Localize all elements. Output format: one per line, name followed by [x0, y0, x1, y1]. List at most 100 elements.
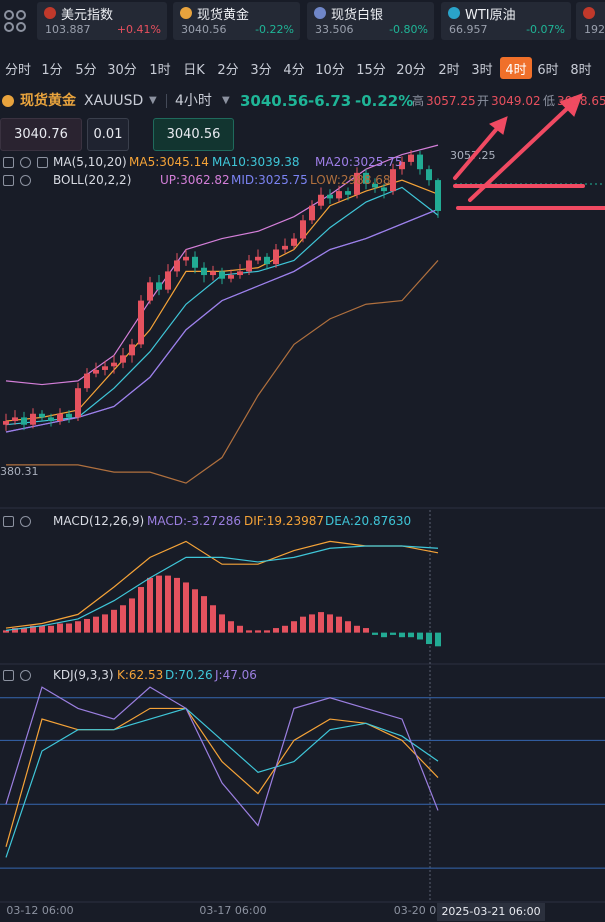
candle-body [372, 183, 378, 188]
macd-bar [417, 632, 423, 640]
period[interactable]: 4小时 [175, 93, 212, 109]
indicator-line [5, 707, 439, 858]
macd-bar [309, 614, 315, 633]
x-tick-label: 03-12 06:00 [6, 904, 73, 917]
timeframe-tab[interactable]: 30分 [107, 63, 137, 78]
grid-icon [4, 10, 26, 32]
legend-icon[interactable] [3, 157, 14, 168]
macd-bar [291, 621, 297, 633]
macd-bar [363, 628, 369, 633]
x-tick-label: 03-17 06:00 [199, 904, 266, 917]
symbol-name[interactable]: 现货黄金 [20, 93, 76, 109]
macd-bar [255, 630, 261, 633]
candle-body [255, 256, 261, 261]
buy-button[interactable]: 3040.56 [153, 118, 234, 151]
low-label: 低 [543, 94, 556, 108]
timeframe-tab[interactable]: 1时 [149, 63, 171, 78]
macd-bar [426, 632, 432, 645]
candle-body [165, 271, 171, 290]
timeframe-tab[interactable]: 3时 [471, 63, 493, 78]
macd-bar [93, 616, 99, 633]
change: -6.73 [308, 92, 352, 110]
legend-icon[interactable] [3, 516, 14, 527]
candle-body [147, 282, 153, 301]
indicator-value: MID:3025.75 [231, 173, 308, 187]
candle-body [30, 413, 36, 425]
macd-bar [381, 632, 387, 638]
timeframe-tab[interactable]: 6时 [537, 63, 559, 78]
candle-body [399, 161, 405, 170]
indicator-value: MACD:-3.27286 [147, 514, 241, 528]
candle-body [390, 169, 396, 192]
annotation-arrows [453, 93, 605, 210]
indicator-value: UP:3062.82 [160, 173, 230, 187]
dropdown-caret[interactable]: ▼ [149, 95, 157, 106]
ticker-card[interactable]: 现货白银 33.506 -0.80% [307, 2, 434, 40]
ticker-name: 现货白银 [331, 8, 384, 23]
legend-icon[interactable] [37, 157, 48, 168]
timeframe-tab[interactable]: 15分 [356, 63, 386, 78]
menu-icon[interactable] [2, 8, 28, 38]
timeframe-tab[interactable]: 2时 [438, 63, 460, 78]
timeframe-tab[interactable]: 8时 [570, 63, 592, 78]
ticker-card[interactable]: WTI原油 66.957 -0.07% [441, 2, 571, 40]
indicator-value: DEA:20.87630 [325, 514, 412, 528]
candle-body [156, 282, 162, 290]
candle-body [57, 413, 63, 422]
candle-body [219, 271, 225, 279]
active-tab [500, 57, 532, 79]
candle-body [228, 275, 234, 279]
legend-icon[interactable] [3, 670, 14, 681]
ticker-card[interactable]: 192 [576, 2, 605, 40]
candle-body [210, 271, 216, 276]
legend-icon[interactable] [20, 175, 31, 186]
timeframe-tab[interactable]: 20分 [396, 63, 426, 78]
indicator-value: MA5:3045.14 [129, 155, 209, 169]
indicator-label: BOLL(20,2,2) [53, 173, 132, 187]
ticker-card[interactable]: 美元指数 103.887 +0.41% [37, 2, 167, 40]
dropdown-caret[interactable]: ▼ [222, 95, 230, 106]
timeframe-tab[interactable]: 10分 [315, 63, 345, 78]
candle-body [345, 191, 351, 195]
timeframe-tab[interactable]: 4时 [505, 63, 527, 78]
macd-bar [273, 628, 279, 633]
macd-bar [399, 632, 405, 638]
candle-body [318, 194, 324, 206]
high: 3057.25 [426, 94, 476, 108]
macd-bar [174, 577, 180, 633]
candle-body [336, 191, 342, 199]
timeframe-tab[interactable]: 4分 [283, 63, 305, 78]
indicator-line [6, 260, 439, 484]
crosshair-label: 2025-03-21 06:00 [441, 905, 540, 918]
ticker-icon [180, 7, 192, 19]
candle-body [3, 421, 9, 425]
indicator-value: D:70.26 [165, 668, 213, 682]
ticker-card[interactable]: 现货黄金 3040.56 -0.22% [173, 2, 300, 40]
timeframe-tab[interactable]: 分时 [4, 63, 31, 78]
timeframe-tab[interactable]: 1分 [41, 63, 63, 78]
macd-bar [390, 632, 396, 635]
macd-bar [84, 618, 90, 633]
open-label: 开 [477, 94, 490, 108]
legend-icon[interactable] [20, 157, 31, 168]
legend-icon[interactable] [20, 670, 31, 681]
timeframe-tab[interactable]: 3分 [250, 63, 272, 78]
macd-bar [228, 621, 234, 633]
macd-bar [354, 625, 360, 633]
ticker-price: 103.887 [45, 23, 91, 36]
macd-bar [120, 605, 126, 633]
macd-bar [318, 612, 324, 633]
legend-icon[interactable] [20, 516, 31, 527]
ticker-name: 美元指数 [61, 8, 114, 23]
sell-button[interactable]: 3040.76 [0, 118, 82, 151]
timeframe-tab[interactable]: 5分 [75, 63, 97, 78]
macd-bar [3, 630, 9, 633]
qty-input[interactable]: 0.01 [87, 118, 129, 151]
candle-body [93, 369, 99, 374]
legend-icon[interactable] [3, 175, 14, 186]
low: 3038.65 [557, 94, 605, 108]
timeframe-tab[interactable]: 日K [183, 63, 205, 78]
timeframe-tab[interactable]: 2分 [217, 63, 239, 78]
macd-bar [201, 596, 207, 633]
annotation-arrow [468, 102, 574, 202]
